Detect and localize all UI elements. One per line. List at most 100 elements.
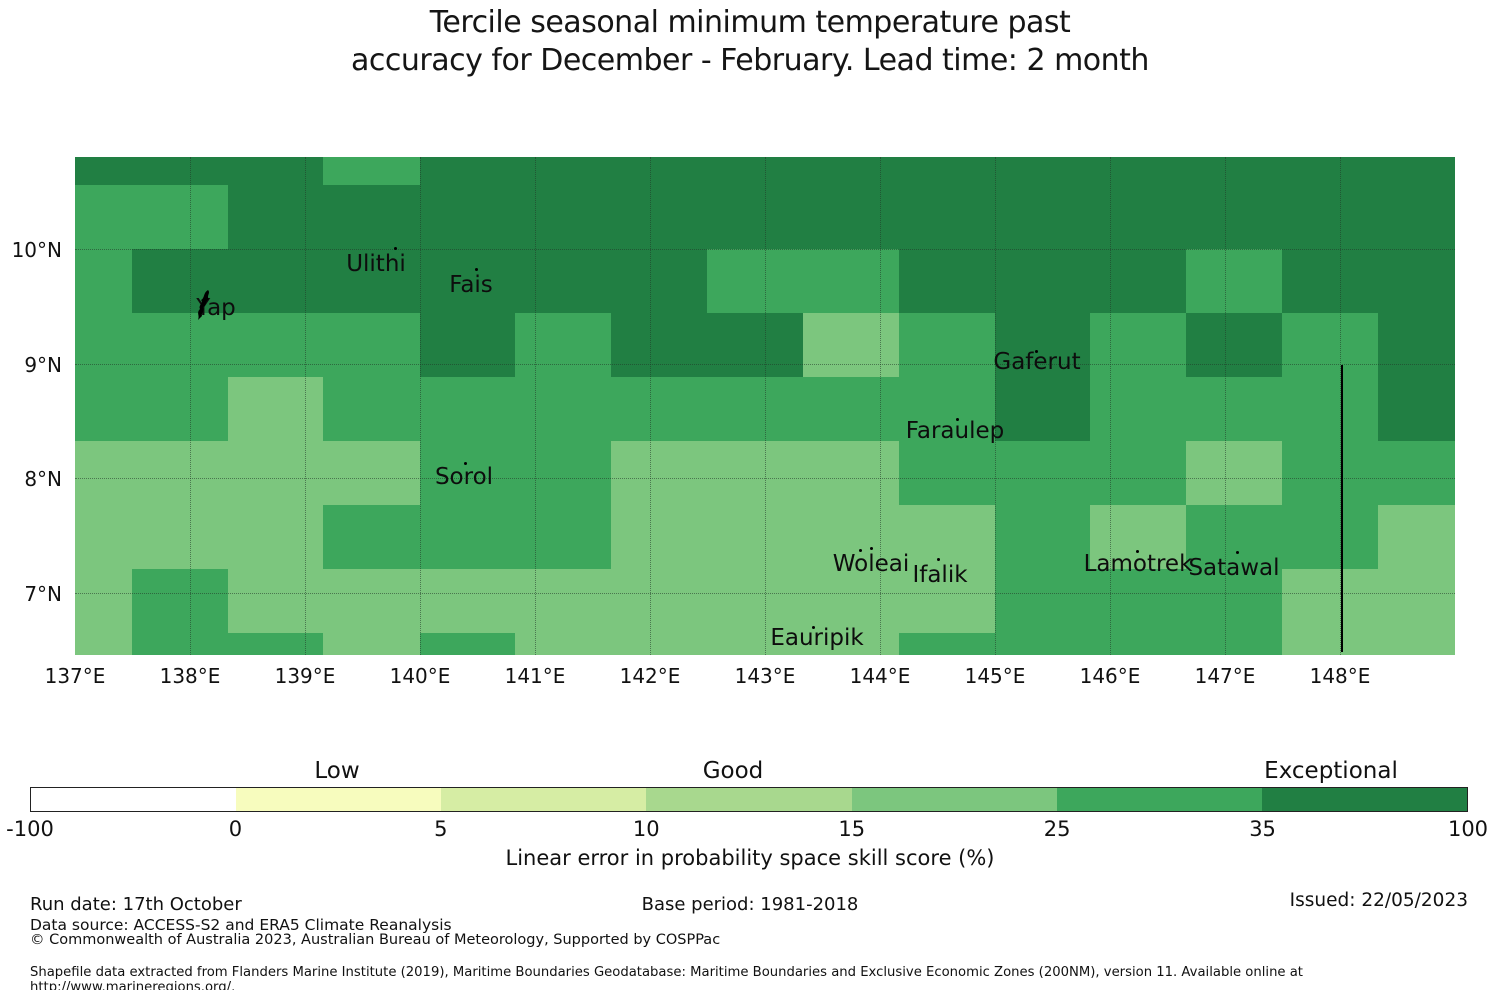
map-cell: [1090, 377, 1186, 441]
map-cell: [75, 505, 132, 569]
map-cell: [323, 569, 420, 633]
map-cell: [899, 505, 995, 569]
map-cell: [995, 313, 1090, 377]
map-cell: [1282, 157, 1378, 185]
map-cell: [899, 185, 995, 249]
map-cell: [1378, 505, 1455, 569]
map-cell: [611, 313, 707, 377]
colorbar-segment: [646, 788, 852, 811]
map-cell: [132, 249, 228, 313]
map-cell: [323, 249, 420, 313]
map-cell: [1378, 569, 1455, 633]
gridline-horizontal: [75, 592, 1455, 594]
map-cell: [75, 569, 132, 633]
colorbar-tick-label: 5: [434, 817, 448, 841]
map-cell: [1186, 505, 1282, 569]
map-cell: [515, 441, 611, 505]
map-cell: [803, 313, 899, 377]
lat-tick-label: 7°N: [24, 581, 62, 606]
map-cell: [1090, 249, 1186, 313]
map-cell: [611, 185, 707, 249]
map-cell: [1090, 157, 1186, 185]
gridline-vertical: [650, 157, 651, 655]
map-cell: [707, 633, 803, 655]
map-cell: [995, 377, 1090, 441]
issued-date-text: Issued: 22/05/2023: [1289, 890, 1468, 911]
map-cell: [515, 633, 611, 655]
map-cell: [995, 505, 1090, 569]
map-cell: [1378, 633, 1455, 655]
map-cell: [803, 157, 899, 185]
map-cell: [1186, 157, 1282, 185]
map-cell: [707, 157, 803, 185]
map-cell: [323, 185, 420, 249]
lat-tick-label: 8°N: [24, 467, 62, 491]
map-cell: [420, 249, 515, 313]
map-cell: [75, 313, 132, 377]
map-cell: [899, 249, 995, 313]
map-cell: [228, 377, 323, 441]
map-cell: [707, 505, 803, 569]
map-cell: [228, 157, 323, 185]
map-cell: [899, 569, 995, 633]
map-cell: [899, 633, 995, 655]
island-label: Fais: [449, 272, 493, 298]
colorbar-axis-label: Linear error in probability space skill …: [505, 846, 995, 870]
gridline-vertical: [1340, 157, 1341, 655]
map-cell: [323, 505, 420, 569]
map-cell: [803, 185, 899, 249]
island-marker-dot: [393, 246, 397, 250]
map-cell: [1090, 185, 1186, 249]
map-cell: [899, 157, 995, 185]
gridline-vertical: [190, 157, 191, 655]
map-cell: [228, 569, 323, 633]
map-cell: [420, 377, 515, 441]
map-cell: [1090, 441, 1186, 505]
lon-tick-label: 138°E: [159, 664, 221, 688]
gridline-horizontal: [75, 249, 1455, 250]
lon-tick-label: 144°E: [849, 664, 911, 688]
map-cell: [1090, 505, 1186, 569]
map-cell: [1186, 377, 1282, 441]
data-source-text: Data source: ACCESS-S2 and ERA5 Climate …: [30, 916, 452, 934]
lon-tick-label: 142°E: [619, 664, 681, 688]
lon-tick-label: 146°E: [1079, 664, 1141, 688]
colorbar-segment: [236, 788, 442, 811]
island-label: Eauripik: [770, 625, 864, 651]
run-date-text: Run date: 17th October: [30, 894, 242, 915]
map-cell: [323, 377, 420, 441]
island-label: Sorol: [434, 464, 494, 490]
map-cell: [1378, 249, 1455, 313]
base-period-text: Base period: 1981-2018: [641, 894, 859, 915]
lat-tick-label: 9°N: [24, 352, 62, 377]
colorbar-tick-label: 35: [1249, 817, 1276, 841]
lon-tick-label: 147°E: [1194, 664, 1256, 688]
map-cell: [707, 185, 803, 249]
map-cell: [132, 633, 228, 655]
map-cell: [803, 441, 899, 505]
lat-tick-label: 10°N: [11, 238, 62, 262]
map-cell: [707, 441, 803, 505]
gridline-vertical: [420, 157, 421, 655]
island-marker-dot: [869, 546, 873, 550]
map-cell: [228, 313, 323, 377]
gridline-vertical: [1110, 157, 1111, 655]
map-cell: [420, 441, 515, 505]
gridline-horizontal: [75, 478, 1455, 479]
map-cell: [1186, 313, 1282, 377]
map-cell: [1186, 633, 1282, 655]
colorbar-segment: [851, 788, 1057, 811]
lon-tick-label: 145°E: [964, 664, 1026, 688]
map-cell: [1378, 185, 1455, 249]
gridline-vertical: [1225, 157, 1226, 655]
island-label: Ifalik: [912, 562, 968, 588]
map-cell: [1090, 313, 1186, 377]
island-marker-dot: [1034, 349, 1038, 353]
map-cell: [995, 569, 1090, 633]
map-cell: [420, 505, 515, 569]
map-cell: [1186, 569, 1282, 633]
map-cell: [228, 505, 323, 569]
map-cell: [515, 505, 611, 569]
map-cell: [228, 441, 323, 505]
